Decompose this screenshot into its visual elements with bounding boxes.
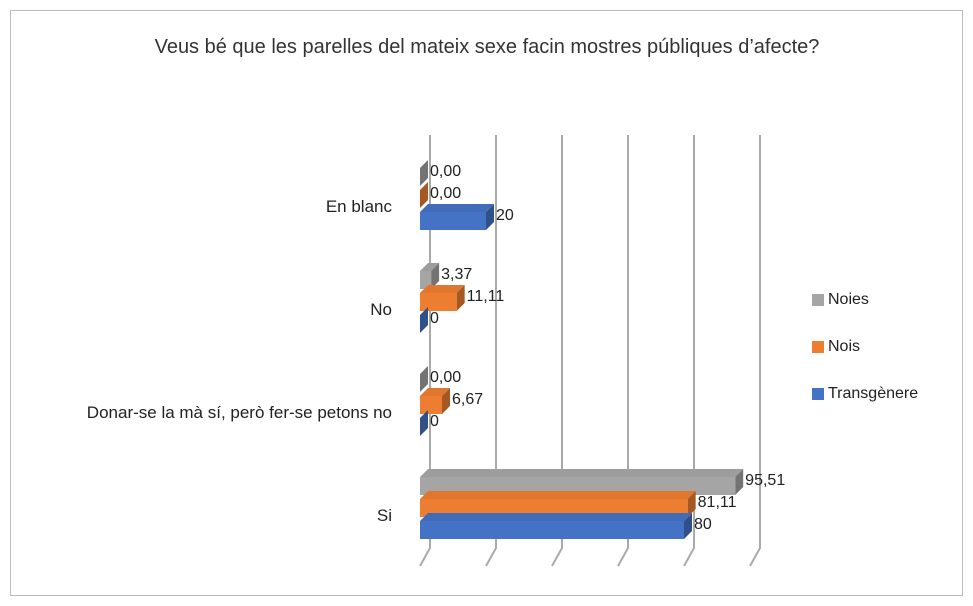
data-label: 80 (694, 516, 712, 533)
bar (420, 263, 440, 289)
bar-side (431, 263, 440, 289)
bar-side (420, 410, 428, 436)
bar-top (420, 491, 696, 499)
legend-swatch (812, 341, 824, 353)
category-label: Donar-se la mà sí, però fer-se petons no (86, 403, 392, 422)
data-label: 0 (430, 413, 439, 430)
grid-line (617, 135, 629, 567)
bar (420, 513, 692, 539)
legend-swatch (812, 388, 824, 400)
bar (420, 307, 428, 333)
grid-line (485, 135, 497, 567)
bar-front (420, 293, 457, 311)
bar (420, 285, 465, 311)
bar-side (420, 160, 428, 186)
data-label: 3,37 (441, 266, 472, 283)
data-label: 11,11 (467, 288, 505, 305)
bar-top (420, 263, 440, 271)
bar (420, 366, 428, 392)
data-label: 0 (430, 310, 439, 327)
data-label: 0,00 (430, 369, 461, 386)
bar-side (687, 491, 696, 517)
bar-side (486, 204, 494, 230)
bar-top (420, 204, 494, 212)
legend-label: Transgènere (828, 385, 918, 402)
data-label: 0,00 (430, 163, 461, 180)
bar-side (684, 513, 692, 539)
bar-front (420, 212, 486, 230)
chart-title: Veus bé que les parelles del mateix sexe… (154, 36, 820, 58)
bar-front (420, 499, 688, 517)
category-label: Si (376, 506, 392, 525)
legend-label: Nois (828, 338, 860, 355)
data-label: 0,00 (430, 185, 461, 202)
bar-side (420, 307, 428, 333)
bar-side (442, 388, 451, 414)
bar-side (456, 285, 465, 311)
bar-front (420, 477, 736, 495)
bar-front (420, 271, 432, 289)
grid-line (749, 135, 761, 567)
category-label: No (370, 300, 392, 319)
bar-top (420, 513, 692, 521)
bar-front (420, 521, 684, 539)
bar (420, 388, 451, 414)
bar-top (420, 388, 451, 396)
bar-side (420, 366, 428, 392)
data-label: 81,11 (698, 494, 737, 511)
grid-line (551, 135, 563, 567)
bar-front (420, 396, 443, 414)
chart-border (10, 10, 963, 596)
bar (420, 491, 696, 517)
bar-top (420, 285, 465, 293)
data-label: 20 (496, 207, 514, 224)
bar (420, 410, 428, 436)
legend-swatch (812, 294, 824, 306)
bar-top (420, 469, 744, 477)
grid-line (683, 135, 695, 567)
legend-label: Noies (828, 291, 869, 308)
bar (420, 469, 744, 495)
bar (420, 204, 494, 230)
data-label: 95,51 (745, 472, 785, 489)
bar-side (735, 469, 744, 495)
bar-side (420, 182, 428, 208)
bar (420, 160, 428, 186)
category-label: En blanc (325, 197, 392, 216)
data-label: 6,67 (452, 391, 483, 408)
bar (420, 182, 428, 208)
